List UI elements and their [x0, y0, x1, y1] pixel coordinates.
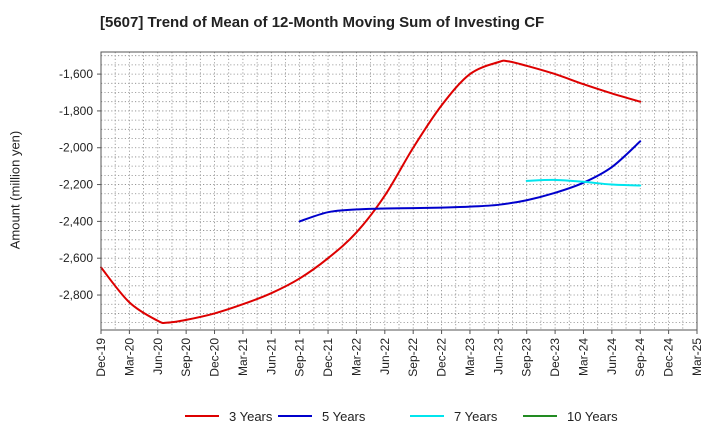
- legend: 3 Years 5 Years 7 Years 10 Years: [0, 406, 720, 426]
- series-line-3-years: [100, 59, 642, 325]
- y-axis-ticks: -1,600 -1,800 -2,000 -2,200 -2,400 -2,600 -2,8…: [59, 67, 101, 302]
- x-tick-label: Mar-24: [576, 338, 590, 376]
- x-tick-label: Jun-21: [264, 338, 278, 375]
- plot-frame: [100, 51, 698, 331]
- y-tick-label: -2,800: [59, 288, 93, 302]
- x-tick-label: Mar-25: [690, 338, 704, 376]
- x-tick-label: Sep-21: [293, 338, 307, 377]
- x-tick-label: Sep-20: [179, 338, 193, 377]
- x-tick-label: Mar-20: [122, 338, 136, 376]
- legend-item-10-years: 10 Years: [523, 406, 618, 426]
- series-lines: [100, 59, 642, 325]
- legend-item-3-years: 3 Years: [185, 406, 272, 426]
- x-tick-label: Sep-24: [633, 338, 647, 377]
- x-tick-label: Dec-19: [94, 338, 108, 377]
- legend-label: 3 Years: [229, 408, 273, 424]
- x-tick-label: Sep-22: [406, 338, 420, 377]
- x-tick-label: Jun-24: [605, 338, 619, 375]
- series-line-7-years: [525, 178, 642, 187]
- legend-swatch: [410, 415, 444, 417]
- legend-swatch: [185, 415, 219, 417]
- y-tick-label: -2,400: [59, 214, 93, 228]
- x-tick-label: Dec-23: [548, 338, 562, 377]
- y-tick-label: -2,200: [59, 178, 93, 192]
- y-tick-label: -1,800: [59, 104, 93, 118]
- legend-swatch: [278, 415, 312, 417]
- legend-item-7-years: 7 Years: [410, 406, 497, 426]
- x-tick-label: Mar-21: [236, 338, 250, 376]
- x-tick-label: Sep-23: [520, 338, 534, 377]
- x-tick-label: Dec-22: [435, 338, 449, 377]
- y-tick-label: -2,000: [59, 141, 93, 155]
- grid: [101, 52, 697, 330]
- legend-label: 7 Years: [454, 408, 498, 424]
- x-tick-label: Jun-23: [491, 338, 505, 375]
- legend-label: 5 Years: [322, 408, 366, 424]
- x-axis-ticks: Dec-19 Mar-20 Jun-20 Sep-20 Dec-20 Mar-21 Jun-…: [94, 330, 704, 377]
- x-tick-label: Dec-20: [208, 338, 222, 377]
- legend-label: 10 Years: [567, 408, 618, 424]
- x-tick-label: Mar-22: [349, 338, 363, 376]
- x-tick-label: Mar-23: [463, 338, 477, 376]
- x-tick-label: Dec-21: [321, 338, 335, 377]
- x-tick-label: Jun-20: [151, 338, 165, 375]
- chart-title: [5607] Trend of Mean of 12-Month Moving …: [100, 14, 545, 31]
- y-tick-label: -2,600: [59, 251, 93, 265]
- x-tick-label: Jun-22: [378, 338, 392, 375]
- x-tick-label: Dec-24: [662, 338, 676, 377]
- legend-swatch: [523, 415, 557, 417]
- legend-item-5-years: 5 Years: [278, 406, 365, 426]
- y-tick-label: -1,600: [59, 67, 93, 81]
